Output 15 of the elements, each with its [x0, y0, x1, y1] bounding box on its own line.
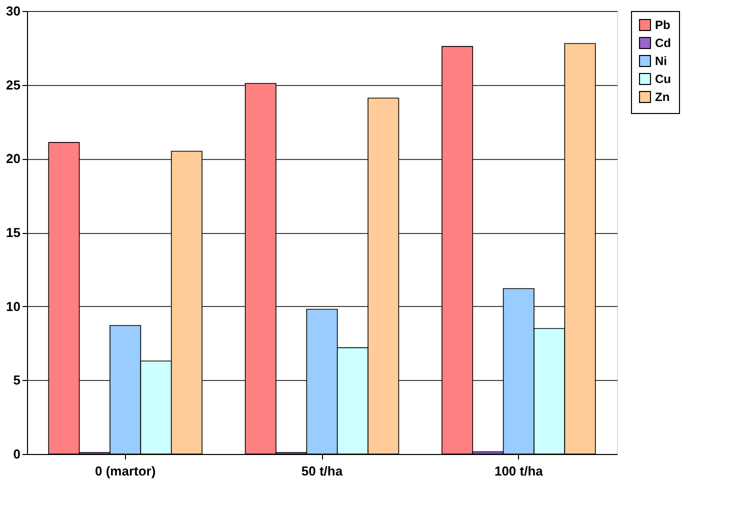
y-tick-label: 10 — [6, 298, 20, 314]
y-tick-label: 5 — [13, 372, 20, 388]
legend-label: Pb — [655, 18, 670, 32]
legend-label: Zn — [655, 90, 670, 104]
x-tick-label: 0 (martor) — [94, 464, 156, 478]
legend-label: Cu — [655, 72, 671, 86]
legend-label: Ni — [655, 54, 667, 68]
y-tick-label: 15 — [6, 225, 20, 240]
y-tick-label: 0 — [13, 446, 20, 462]
x-tick-label: 100 t/ha — [494, 464, 544, 478]
y-tick-label: 30 — [6, 4, 20, 18]
x-tick-label: 50 t/ha — [301, 464, 344, 478]
y-tick-label: 25 — [6, 77, 20, 92]
y-tick-label: 20 — [6, 151, 20, 166]
legend-label: Cd — [655, 36, 671, 50]
